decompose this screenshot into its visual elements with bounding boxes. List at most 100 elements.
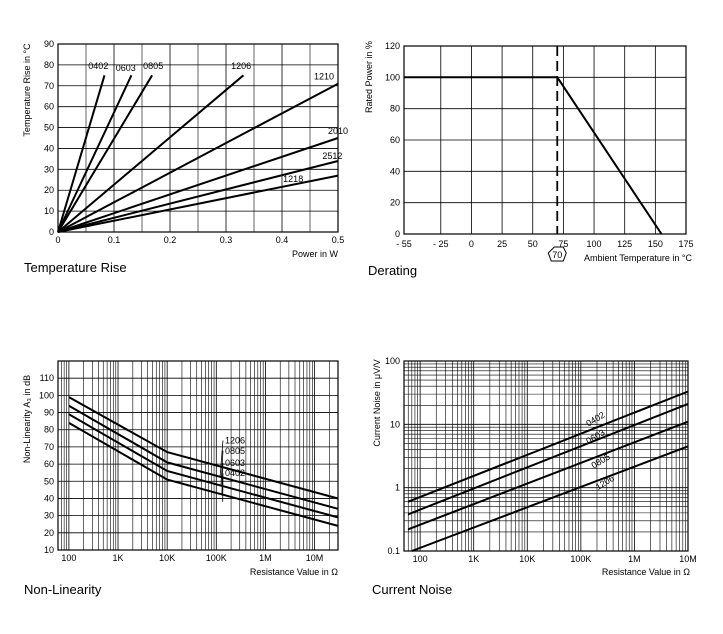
y-tick-label: 0.1 <box>387 546 400 556</box>
y-tick-label: 100 <box>385 72 400 82</box>
series-line-0805 <box>68 404 339 510</box>
y-tick-label: 40 <box>44 493 54 503</box>
y-tick-label: 30 <box>44 511 54 521</box>
series-label: 2010 <box>328 126 348 136</box>
y-tick-label: 50 <box>44 476 54 486</box>
series-label: 0603 <box>116 63 136 73</box>
y-tick-label: 1 <box>395 483 400 493</box>
x-tick-label: 0.1 <box>108 235 121 245</box>
x-axis-label: Resistance Value in Ω <box>602 567 690 577</box>
non-linearity-chart: 100 1K 10K 100K 1M 10M 10 20 30 40 50 60 70 80 90 100 11… <box>22 360 339 597</box>
x-tick-label: 125 <box>617 239 632 249</box>
series-label: 1206 <box>225 435 245 445</box>
temperature-rise-chart: 0 0.1 0.2 0.3 0.4 0.5 0 10 20 30 40 50 60 70 80 90 Power… <box>22 39 348 275</box>
x-tick-label: 10M <box>306 553 324 563</box>
y-tick-label: 70 <box>44 442 54 452</box>
y-tick-label: 90 <box>44 39 54 49</box>
x-tick-label: 175 <box>678 239 693 249</box>
x-tick-label: - 25 <box>433 239 449 249</box>
x-tick-label: 10K <box>519 554 535 564</box>
series-line-0402 <box>407 390 689 503</box>
y-axis-label: Rated Power in % <box>364 41 374 113</box>
x-tick-label: 100 <box>413 554 428 564</box>
y-tick-label: 100 <box>39 390 54 400</box>
x-tick-label: 100 <box>587 239 602 249</box>
series-line-2010 <box>57 137 339 233</box>
x-tick-label: 1M <box>628 554 641 564</box>
y-tick-label: 100 <box>385 356 400 366</box>
y-tick-label: 0 <box>49 227 54 237</box>
y-tick-label: 80 <box>390 104 400 114</box>
label-leader-line <box>220 450 224 485</box>
series-line-0402 <box>68 422 339 527</box>
x-tick-label: 100K <box>206 553 227 563</box>
series-line-0805 <box>407 420 689 531</box>
chart-title: Temperature Rise <box>24 260 127 275</box>
marker-label: 70 <box>552 250 562 260</box>
y-tick-label: 10 <box>390 419 400 429</box>
x-tick-label: 25 <box>497 239 507 249</box>
y-tick-label: 10 <box>44 545 54 555</box>
x-tick-label: 1K <box>113 553 124 563</box>
x-tick-label: 10K <box>159 553 175 563</box>
x-tick-label: 0 <box>469 239 474 249</box>
x-tick-label: 0.5 <box>332 235 345 245</box>
x-tick-label: 150 <box>648 239 663 249</box>
y-tick-label: 50 <box>44 123 54 133</box>
y-tick-label: 60 <box>44 102 54 112</box>
series-label: 1206 <box>231 61 251 71</box>
y-tick-label: 20 <box>44 528 54 538</box>
label-leader-line <box>221 462 224 494</box>
series-label: 0805 <box>225 446 245 456</box>
y-tick-label: 40 <box>44 143 54 153</box>
plot-frame <box>403 45 687 235</box>
series-line-1210 <box>57 82 339 233</box>
chart-title: Non-Linearity <box>24 582 102 597</box>
chart-title: Current Noise <box>372 582 452 597</box>
plot-frame <box>57 360 339 551</box>
y-tick-label: 110 <box>40 373 54 383</box>
plot-frame <box>403 360 689 552</box>
series-label: 0402 <box>225 468 245 478</box>
derating-chart: - 55 - 25 0 25 50 75 100 125 150 175 0 20 40 60 80 100 1… <box>364 41 694 278</box>
y-axis-label: Current Noise in μV/V <box>372 359 382 446</box>
y-tick-label: 80 <box>44 425 54 435</box>
x-tick-label: 0.3 <box>220 235 233 245</box>
x-axis-label: Power in W <box>292 249 339 259</box>
series-line-2512 <box>57 160 339 233</box>
series-label: 0805 <box>143 61 163 71</box>
y-tick-label: 0 <box>395 229 400 239</box>
series-line-1206 <box>411 445 689 552</box>
y-tick-label: 30 <box>44 164 54 174</box>
y-tick-label: 60 <box>44 459 54 469</box>
current-noise-chart: 100 1K 10K 100K 1M 10M 0.1 1 10 100 Resistance Val… <box>372 356 697 597</box>
x-axis-label: Ambient Temperature in °C <box>584 253 692 263</box>
x-axis-label: Resistance Value in Ω <box>250 567 338 577</box>
x-tick-label: 1K <box>468 554 479 564</box>
series-line-0603 <box>57 74 133 233</box>
y-tick-label: 90 <box>44 408 54 418</box>
x-tick-label: 0 <box>55 235 60 245</box>
series-line-1206 <box>68 396 339 500</box>
y-tick-label: 60 <box>390 135 400 145</box>
series-line-0402 <box>57 75 106 233</box>
label-leader-line <box>219 440 224 477</box>
series-line-1218 <box>57 174 339 233</box>
x-tick-label: 0.2 <box>164 235 177 245</box>
x-tick-label: 100K <box>570 554 591 564</box>
y-tick-label: 70 <box>44 81 54 91</box>
x-tick-label: - 55 <box>396 239 412 249</box>
series-line-0805 <box>57 74 153 233</box>
chart-title: Derating <box>368 263 417 278</box>
y-tick-label: 40 <box>390 166 400 176</box>
marker-badge <box>547 246 567 262</box>
series-label: 0805 <box>589 452 611 471</box>
series-line-0603 <box>407 402 689 516</box>
y-axis-label: Non-Linearity A₃ in dB <box>22 375 32 463</box>
series-line-0603 <box>68 413 339 519</box>
x-tick-label: 0.4 <box>276 235 289 245</box>
y-tick-label: 120 <box>385 41 400 51</box>
y-axis-label: Temperature Rise in °C <box>22 43 32 137</box>
y-tick-label: 20 <box>390 198 400 208</box>
